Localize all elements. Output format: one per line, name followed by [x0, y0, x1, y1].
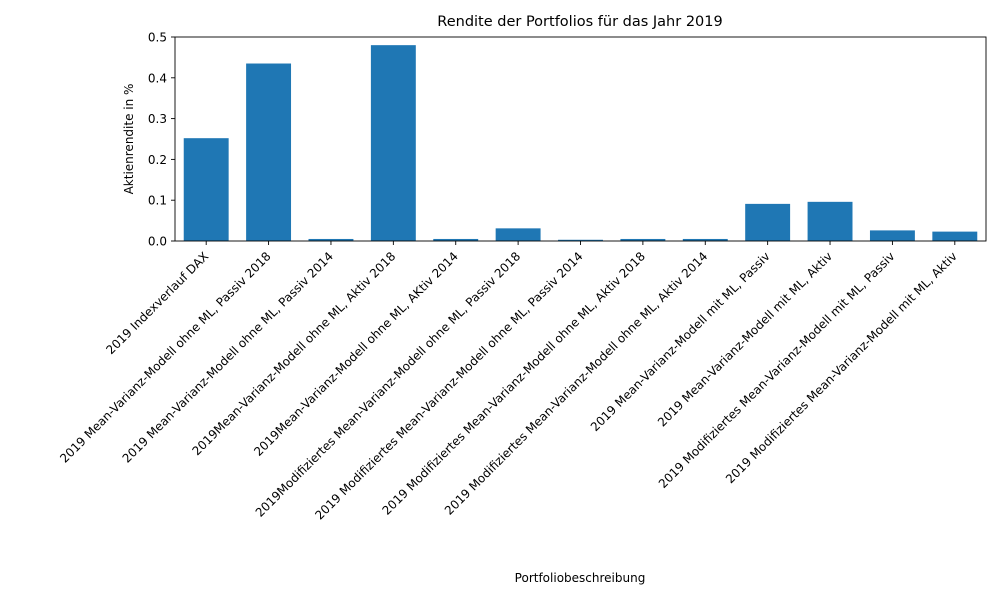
y-tick-label-1: 0.1 [148, 194, 167, 208]
bar-6 [558, 239, 603, 241]
x-tick-label-11: 2019 Modifiziertes Mean-Varianz-Modell m… [656, 249, 898, 491]
bar-11 [869, 230, 915, 241]
x-axis-label: Portfoliobeschreibung [515, 571, 646, 585]
bar-10 [807, 201, 853, 241]
y-tick-label-2: 0.2 [148, 153, 167, 167]
bar-0 [183, 138, 229, 241]
y-tick-label-0: 0.0 [148, 235, 167, 249]
bar-1 [246, 63, 292, 241]
bar-7 [620, 238, 666, 241]
x-tick-label-1: 2019 Mean-Varianz-Modell ohne ML, Passiv… [57, 249, 273, 465]
x-tick-label-12: 2019 Modifiziertes Mean-Varianz-Modell m… [723, 249, 960, 486]
y-tick-label-5: 0.5 [148, 31, 167, 45]
bar-9 [745, 203, 791, 241]
y-tick-label-4: 0.4 [148, 71, 167, 85]
chart-title: Rendite der Portfolios für das Jahr 2019 [437, 14, 722, 30]
bar-2 [308, 238, 354, 241]
y-axis-label: Aktienrendite in % [122, 84, 136, 195]
bar-4 [433, 238, 479, 241]
bars [183, 45, 978, 241]
bar-3 [370, 45, 416, 241]
bar-5 [495, 228, 541, 241]
y-tick-label-3: 0.3 [148, 112, 167, 126]
bar-12 [932, 231, 978, 241]
x-tick-label-0: 2019 Indexverlauf DAX [103, 249, 211, 357]
bar-8 [682, 238, 728, 241]
plot-frame [174, 36, 987, 242]
x-tick-label-2: 2019 Mean-Varianz-Modell ohne ML, Passiv… [120, 249, 336, 465]
